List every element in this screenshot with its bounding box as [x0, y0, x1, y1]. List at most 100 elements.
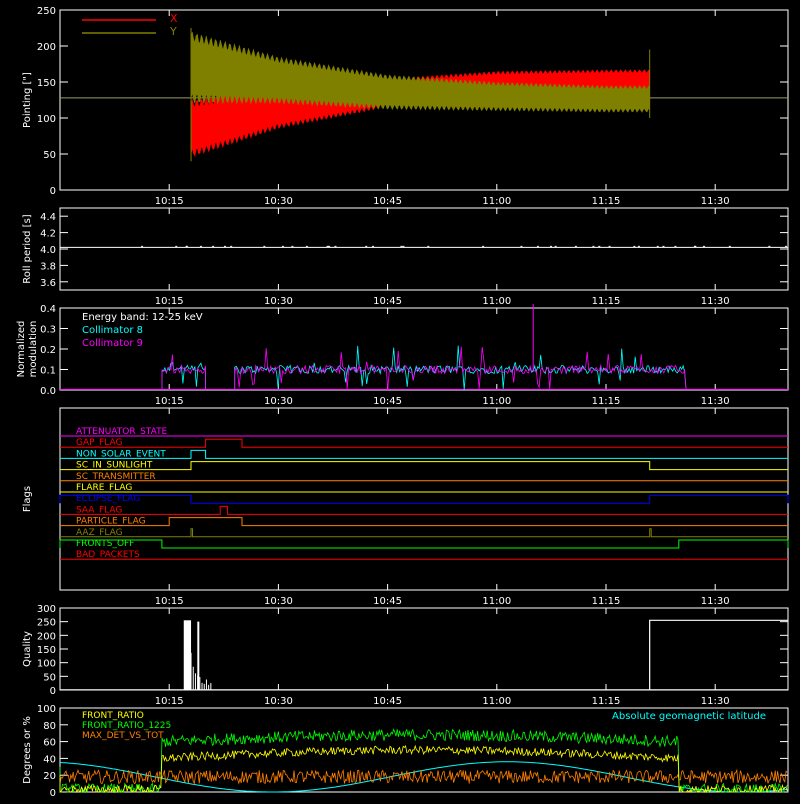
- modulation-trace-magenta-0: [161, 354, 206, 391]
- modulation-axes: 10:15 10:30 10:45 11:00 11:15 11:30 0.0 0.1 0.2 0…: [16, 303, 789, 407]
- roll-ytick-label-4: 4.4: [40, 212, 56, 223]
- pointing-series-y-band: [190, 31, 650, 113]
- roll-ytick-label-3: 4.2: [40, 229, 56, 240]
- roll-ytick-label-2: 4.0: [40, 245, 56, 256]
- pointing-frame: [59, 9, 789, 191]
- ratio-legend-front1225: FRONT_RATIO_1225: [82, 721, 171, 731]
- ratio-trace-front-ratio: [59, 744, 788, 794]
- modulation-annotation: Energy band: 12-25 keV: [82, 312, 203, 323]
- flags-xtick-label-0: 10:15: [155, 596, 184, 607]
- ratios-axes: 0 20 40 60 80 100 Degrees or % FRONT_RATIOFRONT…: [22, 704, 789, 799]
- modulation-xtick-label-1: 10:30: [264, 396, 293, 407]
- flag-label-2: NON_SOLAR_EVENT: [76, 449, 166, 459]
- quality-ytick-label-2: 100: [37, 659, 56, 670]
- quality-xtick-label-1: 10:30: [264, 696, 293, 707]
- ratios-ytick-label-5: 100: [37, 704, 56, 715]
- modulation-xtick-label-3: 11:00: [482, 396, 511, 407]
- modulation-ytick-label-4: 0.4: [40, 304, 56, 315]
- roll-xtick-label-2: 10:45: [373, 296, 402, 307]
- pointing-ytick-label-0: 0: [50, 186, 56, 197]
- roll-xtick-label-1: 10:30: [264, 296, 293, 307]
- ratio-legend-front: FRONT_RATIO: [82, 711, 144, 721]
- flags-xtick-label-1: 10:30: [264, 596, 293, 607]
- flag-label-4: SC_TRANSMITTER: [76, 472, 156, 482]
- modulation-xtick-label-2: 10:45: [373, 396, 402, 407]
- flag-label-8: PARTICLE_FLAG: [76, 517, 146, 527]
- pointing-xtick-label-0: 10:15: [155, 196, 184, 207]
- pointing-xtick-label-2: 10:45: [373, 196, 402, 207]
- modulation-legend-c8: Collimator 8: [82, 325, 143, 336]
- quality-xtick-label-3: 11:00: [482, 696, 511, 707]
- quality-ytick-label-5: 250: [37, 618, 56, 629]
- ratios-frame: [59, 707, 789, 793]
- pointing-ytick-label-4: 200: [37, 42, 56, 53]
- quality-block-early: [183, 620, 192, 690]
- pointing-xtick-label-1: 10:30: [264, 196, 293, 207]
- modulation-ytick-label-0: 0.0: [40, 386, 56, 397]
- flag-trace-10: [59, 539, 789, 549]
- quality-ytick-label-3: 150: [37, 645, 56, 656]
- roll-xtick-label-4: 11:15: [592, 296, 621, 307]
- pointing-legend-y-label: Y: [169, 25, 177, 38]
- flag-trace-7: [60, 505, 788, 515]
- flags-xtick-label-3: 11:00: [482, 596, 511, 607]
- modulation-ylabel-2: modulation: [28, 321, 39, 378]
- ratios-ytick-label-0: 0: [50, 788, 56, 799]
- flags-frame: [59, 407, 789, 591]
- quality-xtick-label-0: 10:15: [155, 696, 184, 707]
- flags-xtick-label-4: 11:15: [592, 596, 621, 607]
- modulation-xtick-label-4: 11:15: [592, 396, 621, 407]
- quality-ytick-label-4: 200: [37, 631, 56, 642]
- quality-ytick-label-1: 50: [43, 672, 56, 683]
- modulation-ytick-label-2: 0.2: [40, 345, 56, 356]
- flag-trace-9: [60, 528, 788, 538]
- pointing-ytick-label-3: 150: [37, 78, 56, 89]
- ratio-trace-max-det: [59, 768, 788, 785]
- roll-xtick-label-0: 10:15: [155, 296, 184, 307]
- pointing-xtick-label-4: 11:15: [592, 196, 621, 207]
- flag-label-7: SAA_FLAG: [76, 505, 122, 515]
- flag-trace-3: [60, 461, 788, 471]
- ratios-ytick-label-4: 80: [43, 721, 56, 732]
- modulation-xtick-label-5: 11:30: [701, 396, 730, 407]
- flag-label-10: FRONTS_OFF: [76, 539, 134, 549]
- roll-ytick-label-0: 3.6: [40, 278, 56, 289]
- quality-step-late: [649, 619, 788, 690]
- pointing-ytick-label-1: 50: [43, 150, 56, 161]
- modulation-ytick-label-3: 0.3: [40, 325, 56, 336]
- pointing-ytick-label-2: 100: [37, 114, 56, 125]
- quality-ytick-label-0: 0: [50, 686, 56, 697]
- ratio-legend-maxdet: MAX_DET_VS_TOT: [82, 731, 164, 741]
- flag-trace-6: [59, 494, 789, 504]
- flag-label-11: BAD_PACKETS: [76, 550, 140, 560]
- modulation-ytick-label-1: 0.1: [40, 366, 56, 377]
- ratio-trace-front-ratio-1225: [59, 728, 788, 794]
- roll-axes: 10:15 10:30 10:45 11:00 11:15 11:30 3.6 3.8 4.0 4…: [22, 207, 789, 307]
- flag-trace-2: [60, 449, 788, 459]
- pointing-axes: 10:15 10:30 10:45 11:00 11:15 11:30 0 50 100 150 2…: [22, 6, 789, 207]
- modulation-trace-magenta-1: [234, 346, 687, 391]
- flag-label-9: AAZ_FLAG: [76, 528, 123, 538]
- pointing-xtick-label-5: 11:30: [701, 196, 730, 207]
- pointing-ytick-label-5: 250: [37, 6, 56, 17]
- pointing-legend-x-label: X: [170, 12, 178, 25]
- quality-xtick-label-2: 10:45: [373, 696, 402, 707]
- roll-frame: [59, 207, 789, 291]
- ratio-legend-geomag: Absolute geomagnetic latitude: [612, 711, 766, 722]
- quality-xtick-label-4: 11:15: [592, 696, 621, 707]
- roll-ylabel: Roll period [s]: [22, 214, 33, 283]
- modulation-ylabel-1: Normalized: [16, 321, 27, 378]
- flag-label-3: SC_IN_SUNLIGHT: [76, 461, 153, 471]
- flag-trace-8: [60, 517, 788, 527]
- pointing-xtick-label-3: 11:00: [482, 196, 511, 207]
- modulation-xtick-label-0: 10:15: [155, 396, 184, 407]
- flags-xtick-label-2: 10:45: [373, 596, 402, 607]
- quality-xtick-label-5: 11:30: [701, 696, 730, 707]
- pointing-ylabel: Pointing ["]: [22, 72, 33, 128]
- ratios-ytick-label-3: 60: [43, 738, 56, 749]
- flags-ylabel: Flags: [22, 486, 33, 512]
- quality-axes: 10:15 10:30 10:45 11:00 11:15 11:30 0 50 100 150 2…: [22, 604, 789, 707]
- ratio-geomag-latitude: [59, 761, 789, 793]
